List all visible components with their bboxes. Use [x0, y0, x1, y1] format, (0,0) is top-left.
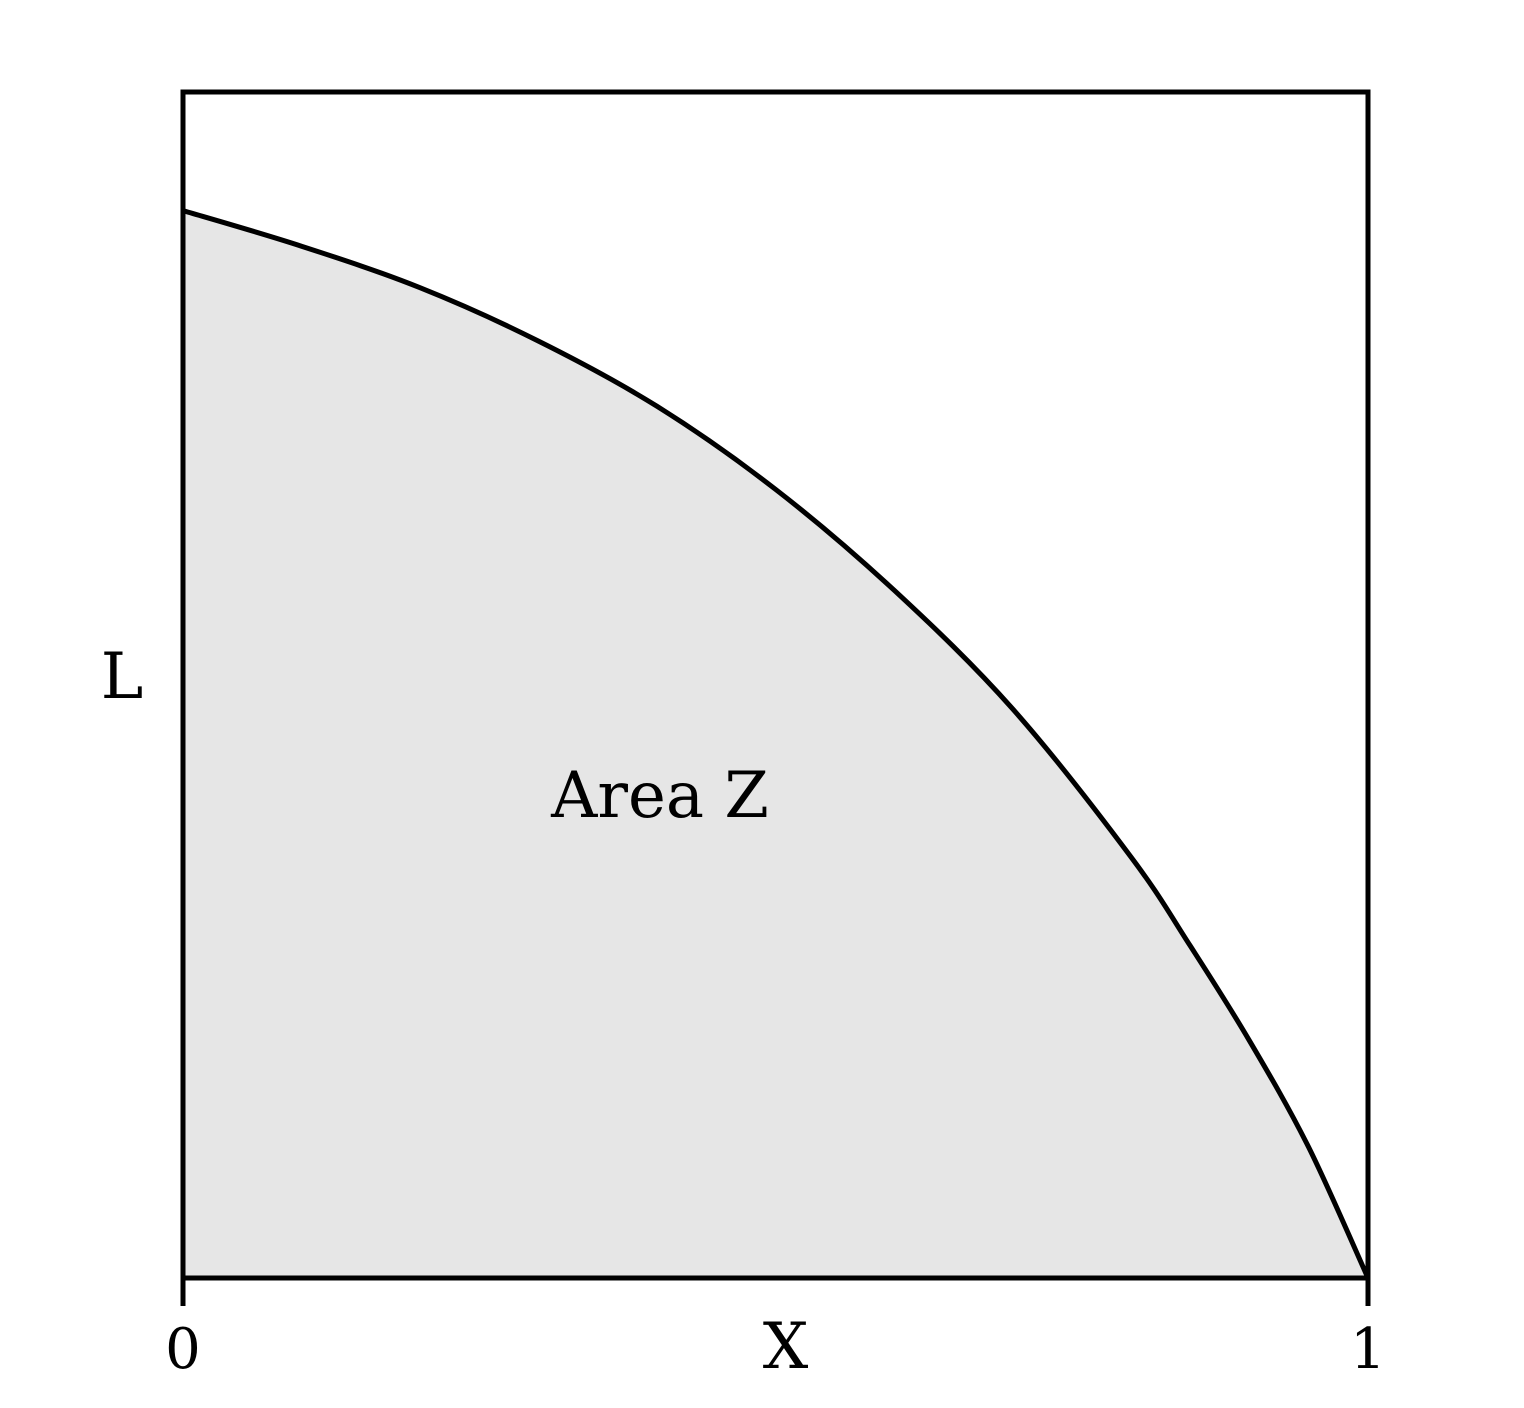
- x-axis-label: X: [763, 1310, 809, 1384]
- y-axis-label: L: [101, 640, 144, 714]
- x-tick-label-0: 0: [165, 1317, 201, 1382]
- shaded-area: [183, 210, 1368, 1279]
- plot-frame: [180, 89, 1371, 1281]
- x-tick-label-1: 1: [1350, 1317, 1386, 1382]
- area-annotation: Area Z: [550, 759, 769, 833]
- curve-line: [182, 208, 1371, 1280]
